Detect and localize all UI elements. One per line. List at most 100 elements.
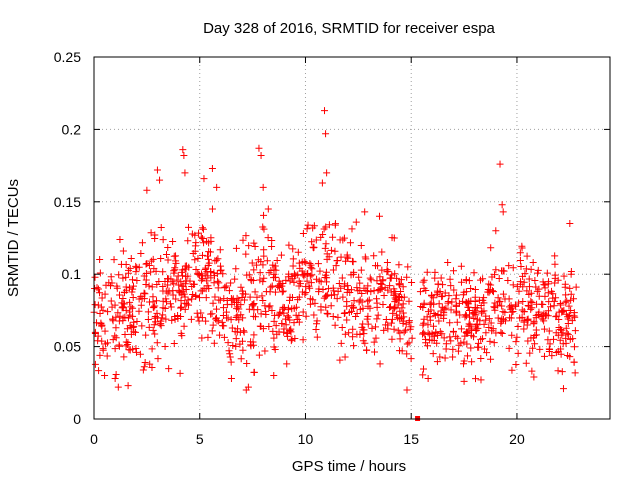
data-point bbox=[111, 301, 119, 309]
data-point bbox=[471, 303, 479, 311]
data-point bbox=[129, 285, 137, 293]
data-point bbox=[242, 232, 250, 240]
data-point bbox=[441, 354, 449, 362]
data-point bbox=[144, 316, 152, 324]
data-point bbox=[536, 345, 544, 353]
data-point bbox=[373, 277, 381, 285]
y-tick-label: 0.2 bbox=[62, 121, 82, 137]
data-point bbox=[349, 270, 357, 278]
data-point bbox=[151, 330, 159, 338]
data-point bbox=[157, 317, 165, 325]
data-point bbox=[232, 342, 240, 350]
data-point bbox=[498, 330, 506, 338]
data-point bbox=[463, 352, 471, 360]
data-point bbox=[398, 347, 406, 355]
data-point bbox=[239, 314, 247, 322]
data-point bbox=[446, 319, 454, 327]
x-tick-label: 0 bbox=[90, 431, 98, 447]
data-point bbox=[336, 356, 344, 364]
data-point bbox=[530, 317, 538, 325]
data-point bbox=[437, 274, 445, 282]
data-point bbox=[289, 245, 297, 253]
data-point bbox=[145, 282, 153, 290]
data-point bbox=[174, 311, 182, 319]
data-point bbox=[505, 262, 513, 270]
data-point bbox=[566, 353, 574, 361]
data-point bbox=[360, 330, 368, 338]
data-point bbox=[418, 330, 426, 338]
data-point bbox=[310, 222, 318, 230]
data-point bbox=[159, 236, 167, 244]
data-point bbox=[236, 340, 244, 348]
data-point bbox=[179, 282, 187, 290]
data-point bbox=[159, 287, 167, 295]
data-point bbox=[103, 352, 111, 360]
data-point bbox=[355, 273, 363, 281]
data-point bbox=[256, 276, 264, 284]
data-point bbox=[296, 280, 304, 288]
data-point bbox=[319, 231, 327, 239]
data-point bbox=[129, 276, 137, 284]
data-point bbox=[485, 315, 493, 323]
data-point bbox=[198, 270, 206, 278]
data-point bbox=[99, 306, 107, 314]
data-point bbox=[111, 332, 119, 340]
data-point bbox=[532, 326, 540, 334]
data-point bbox=[419, 278, 427, 286]
data-point bbox=[306, 284, 314, 292]
data-point bbox=[275, 281, 283, 289]
data-point bbox=[198, 251, 206, 259]
data-point bbox=[380, 292, 388, 300]
data-point bbox=[564, 313, 572, 321]
data-point bbox=[209, 321, 217, 329]
data-point bbox=[356, 279, 364, 287]
data-point bbox=[383, 259, 391, 266]
data-point bbox=[110, 256, 118, 264]
data-point bbox=[204, 282, 212, 290]
data-point bbox=[445, 292, 453, 300]
data-point bbox=[145, 262, 153, 270]
data-point bbox=[522, 359, 530, 367]
data-point bbox=[287, 325, 295, 333]
data-point bbox=[502, 317, 510, 325]
data-point bbox=[300, 258, 308, 266]
data-point bbox=[360, 284, 368, 292]
data-point bbox=[217, 262, 225, 270]
data-point bbox=[327, 302, 335, 310]
data-point bbox=[460, 357, 468, 365]
data-point bbox=[514, 349, 522, 357]
data-point bbox=[373, 299, 381, 307]
data-point bbox=[284, 304, 292, 312]
data-point bbox=[194, 255, 202, 263]
data-point-troughs bbox=[403, 386, 411, 394]
data-point bbox=[162, 295, 170, 303]
data-point bbox=[527, 305, 535, 313]
data-point bbox=[142, 281, 150, 289]
data-point bbox=[467, 344, 475, 352]
data-point bbox=[355, 298, 363, 306]
data-point bbox=[250, 368, 258, 376]
data-point bbox=[115, 291, 123, 299]
data-point bbox=[453, 318, 461, 326]
data-point bbox=[434, 331, 442, 339]
data-point bbox=[431, 274, 439, 282]
data-point bbox=[250, 239, 258, 247]
data-point bbox=[157, 223, 165, 231]
data-point bbox=[278, 288, 286, 296]
data-point bbox=[363, 346, 371, 354]
data-point bbox=[509, 264, 517, 272]
data-point bbox=[479, 335, 487, 343]
data-point bbox=[386, 282, 394, 290]
data-point bbox=[522, 265, 530, 273]
data-point bbox=[372, 323, 380, 331]
data-point bbox=[420, 284, 428, 292]
data-point bbox=[551, 279, 559, 287]
data-point bbox=[176, 289, 184, 297]
data-point bbox=[350, 297, 358, 305]
data-point bbox=[331, 321, 339, 329]
data-point bbox=[96, 255, 104, 263]
data-point bbox=[569, 335, 577, 343]
data-point bbox=[480, 320, 488, 328]
data-point bbox=[307, 279, 315, 287]
data-point bbox=[426, 316, 434, 324]
